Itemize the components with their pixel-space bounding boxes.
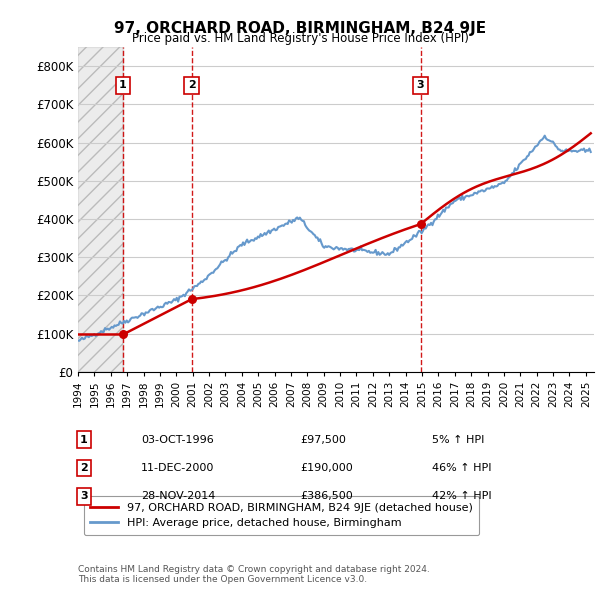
Legend: 97, ORCHARD ROAD, BIRMINGHAM, B24 9JE (detached house), HPI: Average price, deta: 97, ORCHARD ROAD, BIRMINGHAM, B24 9JE (d…: [83, 496, 479, 535]
Text: 97, ORCHARD ROAD, BIRMINGHAM, B24 9JE: 97, ORCHARD ROAD, BIRMINGHAM, B24 9JE: [114, 21, 486, 35]
Text: £190,000: £190,000: [300, 463, 353, 473]
Point: [118, 330, 128, 339]
Text: Price paid vs. HM Land Registry's House Price Index (HPI): Price paid vs. HM Land Registry's House …: [131, 32, 469, 45]
Text: 2: 2: [80, 463, 88, 473]
Text: 03-OCT-1996: 03-OCT-1996: [141, 435, 214, 444]
Text: 46% ↑ HPI: 46% ↑ HPI: [432, 463, 491, 473]
Text: Contains HM Land Registry data © Crown copyright and database right 2024.
This d: Contains HM Land Registry data © Crown c…: [78, 565, 430, 584]
Text: 42% ↑ HPI: 42% ↑ HPI: [432, 491, 491, 501]
Point: [416, 219, 425, 229]
Text: 11-DEC-2000: 11-DEC-2000: [141, 463, 214, 473]
Point: [187, 294, 196, 304]
Text: £386,500: £386,500: [300, 491, 353, 501]
Text: 3: 3: [80, 491, 88, 501]
Text: 5% ↑ HPI: 5% ↑ HPI: [432, 435, 484, 444]
Text: 1: 1: [119, 80, 127, 90]
Text: 3: 3: [417, 80, 424, 90]
Text: 1: 1: [80, 435, 88, 444]
Text: £97,500: £97,500: [300, 435, 346, 444]
Text: 28-NOV-2014: 28-NOV-2014: [141, 491, 215, 501]
Text: 2: 2: [188, 80, 196, 90]
